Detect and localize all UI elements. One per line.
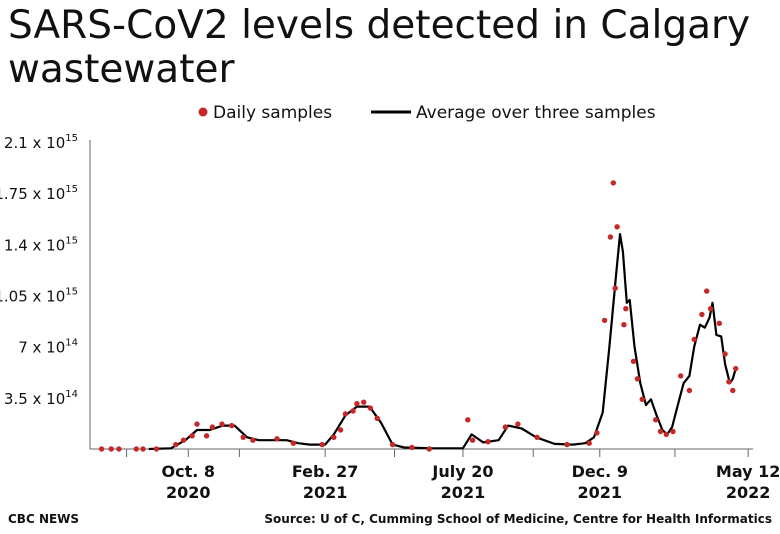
daily-sample-dot: [389, 441, 396, 448]
daily-sample-dot: [153, 446, 160, 452]
daily-sample-dot: [534, 434, 540, 440]
daily-sample-dot: [653, 417, 659, 423]
y-tick-label: 2.1 x 1015: [4, 133, 78, 152]
daily-sample-dot: [564, 441, 570, 448]
daily-sample-dot: [465, 417, 471, 423]
x-tick-year-label: 2020: [166, 483, 211, 502]
daily-sample-dot: [350, 408, 356, 414]
daily-sample-dot: [610, 180, 616, 186]
daily-sample-dot: [319, 441, 325, 448]
footer-brand: CBC NEWS: [8, 512, 80, 526]
daily-sample-dot: [485, 439, 491, 445]
chart-legend: Daily samples Average over three samples: [198, 103, 656, 123]
daily-sample-dot: [469, 437, 476, 443]
y-tick-label: 1.4 x 1015: [4, 235, 78, 254]
y-tick-label: 1.75 x 1015: [0, 184, 78, 203]
daily-sample-dot: [274, 436, 280, 442]
x-tick-label: Feb. 27: [292, 462, 359, 481]
daily-sample-dot: [337, 427, 344, 433]
daily-sample-dot: [678, 373, 684, 379]
x-tick-year-label: 2021: [578, 483, 623, 502]
daily-sample-dot: [515, 421, 521, 427]
daily-sample-dot: [630, 358, 637, 364]
daily-sample-dot: [140, 446, 146, 452]
y-tick-label: 1.05 x 1015: [0, 287, 78, 306]
x-tick-label: May 12: [716, 462, 780, 481]
daily-sample-dot: [634, 376, 641, 382]
daily-sample-dot: [670, 428, 676, 435]
daily-sample-dot: [374, 415, 380, 421]
chart-title-line-1: SARS-CoV2 levels detected in Calgary: [8, 3, 751, 48]
daily-sample-dot: [733, 365, 739, 372]
daily-sample-dot: [730, 387, 736, 394]
daily-sample-dot: [707, 306, 714, 312]
daily-sample-dot: [361, 399, 367, 405]
daily-sample-dot: [290, 440, 296, 446]
x-tick-year-label: 2021: [303, 483, 348, 502]
x-tick-label: July 20: [431, 462, 493, 481]
daily-sample-dot: [219, 421, 225, 427]
chart-axes: 2.1 x 1015 1.75 x 1015 1.4 x 1015 1.05 x 10…: [0, 133, 780, 502]
daily-sample-dot: [331, 434, 337, 440]
y-tick-label: 3.5 x 1014: [4, 389, 78, 408]
daily-sample-dot: [722, 351, 728, 357]
chart-title-line-2: wastewater: [8, 47, 235, 92]
average-line-series: [148, 233, 737, 451]
daily-sample-dot: [203, 433, 210, 439]
daily-sample-dot: [601, 317, 608, 324]
x-tick-year-label: 2021: [441, 483, 486, 502]
daily-sample-dot: [623, 306, 629, 312]
daily-sample-dot: [133, 446, 139, 452]
daily-sample-dot: [621, 322, 627, 328]
daily-sample-dot: [614, 224, 620, 230]
daily-sample-dot: [716, 320, 722, 326]
daily-sample-dot: [502, 424, 508, 430]
daily-sample-dot: [691, 336, 697, 343]
legend-label-daily-samples: Daily samples: [213, 103, 332, 123]
chart-title: SARS-CoV2 levels detected in Calgary was…: [8, 4, 778, 92]
daily-sample-dot: [98, 446, 105, 452]
x-tick-label: Oct. 8: [162, 462, 216, 481]
daily-sample-dot: [657, 428, 664, 435]
x-tick-year-label: 2022: [726, 483, 771, 502]
average-line: [148, 233, 737, 451]
daily-sample-dot: [686, 387, 693, 394]
footer-source: Source: U of C, Cumming School of Medici…: [264, 512, 772, 526]
daily-sample-dot: [612, 285, 618, 291]
x-tick-label: Dec. 9: [572, 462, 628, 481]
daily-sample-dot: [726, 379, 732, 385]
daily-sample-dot: [594, 430, 600, 436]
daily-sample-dot: [173, 441, 179, 448]
daily-sample-dot: [426, 446, 432, 452]
y-tick-label: 7 x 1014: [18, 338, 78, 357]
daily-sample-dot: [639, 396, 645, 402]
daily-sample-dot: [704, 288, 710, 294]
daily-samples-series: [98, 180, 739, 452]
daily-sample-dot: [354, 401, 360, 407]
daily-sample-dot: [180, 437, 187, 443]
daily-sample-dot: [367, 405, 374, 411]
daily-sample-dot: [240, 434, 246, 440]
daily-sample-dot: [342, 411, 349, 417]
legend-label-average: Average over three samples: [416, 103, 656, 123]
daily-sample-dot: [116, 446, 122, 452]
daily-sample-dot: [194, 421, 200, 427]
daily-sample-dot: [409, 444, 415, 451]
daily-sample-dot: [108, 446, 114, 452]
daily-sample-dot: [209, 424, 216, 430]
daily-sample-dot: [250, 437, 256, 443]
daily-sample-dot: [663, 431, 669, 438]
legend-dot-marker: [198, 107, 208, 117]
daily-sample-dot: [189, 433, 195, 439]
daily-sample-dot: [586, 440, 592, 446]
daily-sample-dot: [229, 422, 235, 429]
daily-sample-dot: [699, 311, 705, 318]
daily-sample-dot: [607, 234, 614, 240]
